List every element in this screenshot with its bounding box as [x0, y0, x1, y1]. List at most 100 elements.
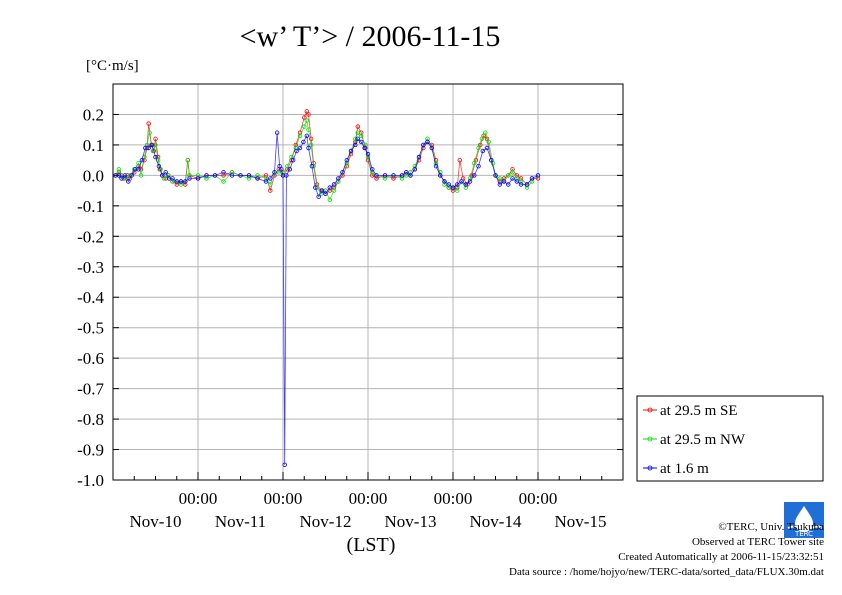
data-point: [297, 145, 303, 151]
data-point: [344, 157, 349, 163]
data-point: [304, 133, 309, 138]
data-point: [306, 127, 311, 132]
y-tick-label: -0.3: [77, 258, 104, 277]
data-point: [510, 176, 515, 181]
data-point: [284, 173, 289, 178]
data-point: [268, 176, 273, 181]
data-point: [535, 173, 541, 178]
data-point: [506, 173, 511, 178]
data-point: [479, 136, 485, 141]
data-point: [119, 176, 124, 181]
series-layer: [113, 109, 541, 467]
data-point: [391, 176, 396, 181]
data-point: [279, 167, 284, 172]
data-point: [185, 157, 190, 163]
data-point: [146, 145, 151, 151]
data-point: [514, 176, 519, 181]
data-point: [524, 185, 530, 190]
data-point: [293, 142, 298, 148]
created-text: Created Automatically at 2006-11-15/23:3…: [618, 551, 824, 563]
data-point: [323, 191, 328, 196]
data-point: [518, 179, 524, 184]
legend: at 29.5 m SE at 29.5 m NW at 1.6 m: [636, 395, 824, 482]
y-tick-label: -0.7: [77, 380, 104, 399]
data-point: [493, 173, 498, 178]
data-point: [370, 173, 375, 178]
data-point: [404, 173, 409, 178]
data-point: [116, 167, 122, 172]
data-point: [484, 145, 490, 151]
data-point: [306, 112, 311, 117]
x-tick-time-label: 00:00: [434, 489, 473, 508]
data-point: [497, 176, 502, 181]
data-point: [309, 163, 315, 169]
data-point: [340, 170, 345, 175]
data-point: [136, 167, 141, 172]
legend-box: [636, 395, 824, 482]
data-point: [138, 173, 144, 178]
unit-label: [°C·m/s]: [86, 58, 139, 74]
data-point: [183, 179, 188, 184]
data-point: [362, 145, 367, 151]
data-point: [497, 182, 502, 187]
data-point: [129, 173, 134, 178]
data-point: [433, 163, 439, 169]
data-point: [183, 182, 188, 187]
data-point: [344, 160, 349, 166]
data-point: [287, 167, 292, 172]
x-tick-date-label: Nov-11: [215, 512, 266, 531]
data-point: [153, 136, 158, 141]
data-point: [348, 148, 354, 154]
data-point: [359, 133, 364, 138]
data-point: [442, 179, 447, 184]
data-point: [331, 188, 337, 193]
y-tick-label: 0.2: [83, 105, 104, 124]
data-point: [489, 157, 494, 163]
data-point: [327, 185, 332, 190]
data-point: [268, 182, 273, 187]
series-at-29-5-m-se: [113, 109, 541, 196]
data-point: [486, 139, 491, 145]
data-point: [457, 157, 462, 163]
data-point: [263, 179, 269, 184]
y-tick-label: -1.0: [77, 471, 104, 490]
data-point: [297, 133, 303, 138]
legend-marker: [647, 465, 653, 471]
data-point: [282, 462, 287, 467]
x-tick-time-label: 00:00: [349, 489, 388, 508]
data-point: [353, 142, 358, 148]
data-point: [229, 170, 235, 175]
data-point: [156, 163, 162, 169]
data-point: [212, 173, 218, 178]
data-point: [122, 173, 128, 178]
data-point: [246, 176, 252, 181]
data-point: [529, 176, 535, 181]
data-point: [382, 176, 388, 181]
data-point: [153, 154, 158, 160]
y-tick-label: -0.2: [77, 227, 104, 246]
data-point: [163, 170, 168, 175]
data-point: [268, 188, 273, 193]
data-point: [450, 185, 456, 190]
terc-logo: TERC: [784, 502, 824, 538]
data-point: [412, 167, 417, 172]
data-point: [463, 185, 468, 190]
data-point: [476, 163, 481, 169]
legend-label: at 1.6 m: [660, 461, 709, 477]
data-point: [421, 145, 426, 151]
data-point: [178, 179, 184, 184]
data-point: [355, 124, 360, 129]
data-point: [524, 182, 530, 187]
data-point: [408, 173, 413, 178]
data-point: [221, 170, 226, 175]
data-point: [316, 194, 321, 199]
data-point: [518, 182, 524, 187]
series-line: [115, 119, 539, 201]
data-point: [170, 179, 175, 184]
x-tick-date-label: Nov-10: [130, 512, 182, 531]
data-point: [238, 173, 243, 178]
data-point: [308, 136, 314, 141]
data-point: [455, 188, 460, 193]
data-point: [476, 145, 481, 151]
